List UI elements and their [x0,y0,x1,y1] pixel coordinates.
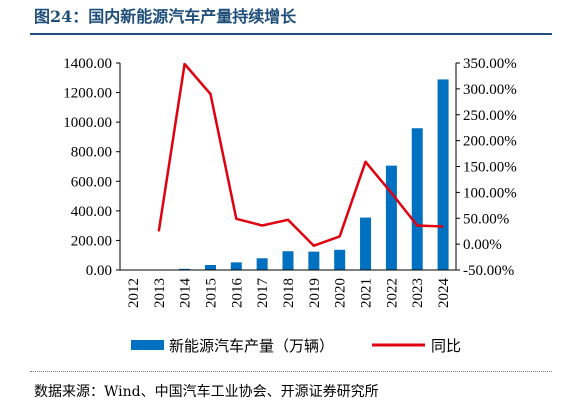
right-axis-ticks: -50.00% 0.00% 50.00% 100.00% 150.00% 200.00% 2… [456,56,517,279]
yoy-point-2022 [390,192,392,194]
right-tick-label: 50.00% [463,211,509,227]
left-tick-label: 800.00 [71,145,112,161]
legend-bar-label: 新能源汽车产量（万辆） [169,338,334,355]
x-tick-label: 2019 [307,278,323,308]
bar-2015 [204,264,216,270]
x-axis-ticks: 2012 2013 2014 2015 2016 2017 2018 2019 2020 2021… [126,278,452,309]
left-tick-label: 400.00 [71,204,112,220]
yoy-point-2019 [313,245,315,247]
right-tick-label: -50.00% [463,263,514,279]
right-tick-label: 300.00% [463,82,517,98]
title-divider [30,33,552,35]
source-divider [30,371,552,372]
left-axis-ticks: 0.00 200.00 400.00 600.00 800.00 1000.00 1200.… [63,56,120,279]
x-tick-label: 2022 [384,278,400,308]
bar-2022 [385,165,397,270]
yoy-point-2021 [365,161,367,163]
yoy-point-2020 [339,235,341,237]
left-tick-label: 1200.00 [63,86,112,102]
left-tick-label: 200.00 [71,233,112,249]
yoy-point-2013 [158,230,160,232]
source-note: 数据来源：Wind、中国汽车工业协会、开源证券研究所 [34,384,379,400]
yoy-point-2015 [209,93,211,95]
right-tick-label: 200.00% [463,134,517,150]
yoy-point-2023 [416,224,418,226]
x-tick-label: 2016 [229,278,245,309]
bar-2014 [179,268,191,270]
bar-2021 [360,217,372,270]
bar-2024 [437,79,449,270]
yoy-point-2017 [261,224,263,226]
right-tick-label: 350.00% [463,56,517,72]
x-tick-label: 2012 [126,278,142,308]
left-tick-label: 600.00 [71,174,112,190]
yoy-point-2016 [235,218,237,220]
production-bars [127,79,449,270]
x-tick-label: 2023 [410,278,426,308]
bar-2017 [256,258,268,270]
bar-2023 [411,128,423,270]
legend: 新能源汽车产量（万辆） 同比 [131,338,461,355]
yoy-point-2024 [442,226,444,228]
x-tick-label: 2018 [281,278,297,308]
yoy-line [157,63,444,247]
axes [119,63,457,271]
x-tick-label: 2014 [178,278,194,309]
left-tick-label: 1000.00 [63,115,112,131]
left-tick-label: 1400.00 [63,56,112,72]
right-tick-label: 250.00% [463,108,517,124]
x-tick-label: 2020 [333,278,349,308]
yoy-point-2018 [287,219,289,221]
x-tick-label: 2015 [203,278,219,308]
bar-2016 [230,262,242,270]
right-tick-label: 100.00% [463,185,517,201]
bar-2018 [282,251,294,270]
x-tick-label: 2013 [152,278,168,308]
legend-bar-swatch [131,340,164,350]
right-tick-label: 150.00% [463,160,517,176]
legend-line-label: 同比 [431,338,461,355]
yoy-point-2014 [184,63,186,65]
left-tick-label: 0.00 [86,263,112,279]
x-tick-label: 2021 [359,278,375,308]
yoy-line-series [157,63,444,247]
x-tick-label: 2017 [255,278,271,309]
x-tick-label: 2024 [436,278,452,309]
bar-2020 [334,249,346,270]
bar-2019 [308,251,320,270]
figure-title: 图24：国内新能源汽车产量持续增长 [34,7,297,26]
right-tick-label: 0.00% [463,237,502,253]
